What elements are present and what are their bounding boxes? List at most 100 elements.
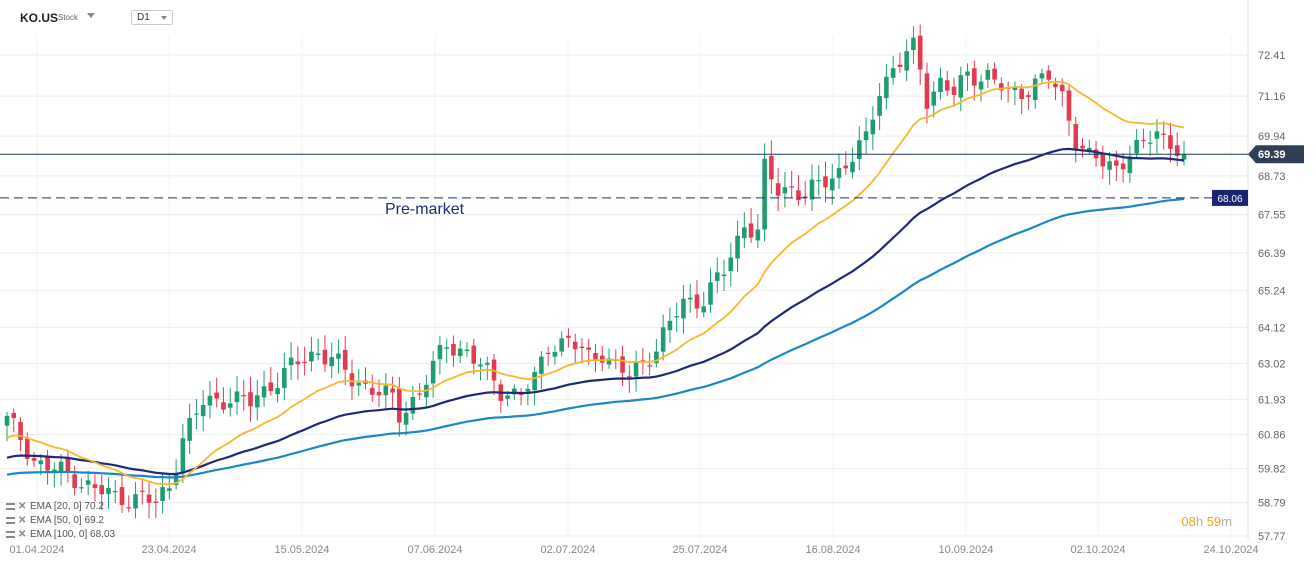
candle-body-150: [1019, 88, 1024, 100]
candle-body-59: [403, 412, 409, 425]
candle-body-28: [194, 413, 199, 415]
candle-body-42: [288, 357, 294, 366]
y-tick-label-12: 58.79: [1258, 497, 1286, 509]
candle-body-129: [877, 96, 882, 116]
candle-body-165: [1120, 163, 1126, 170]
candle-body-141: [958, 75, 964, 98]
candle-body-56: [383, 385, 389, 396]
candle-body-170: [1154, 131, 1160, 139]
candle-body-154: [1046, 70, 1052, 80]
ema-20-label: EMA: [30, 501, 52, 512]
candle-body-118: [802, 196, 808, 198]
candle-body-71: [484, 362, 490, 365]
candle-body-50: [342, 349, 348, 370]
y-tick-label-8: 63.02: [1258, 359, 1286, 371]
candle-body-78: [532, 371, 537, 391]
candle-body-37: [254, 395, 260, 408]
timeframe-chevron-down-icon[interactable]: [161, 16, 167, 20]
candle-body-102: [694, 294, 700, 309]
candle-body-138: [938, 77, 943, 93]
candle-body-112: [762, 158, 767, 230]
ema-50-settings-icon[interactable]: [6, 516, 15, 524]
y-tick-label-9: 61.93: [1258, 394, 1286, 406]
instrument-type-label: Stock: [58, 13, 79, 22]
indicator-legend-ema-50[interactable]: ✕ EMA [50, 0] 69.2: [6, 515, 104, 526]
ema-20-close-icon[interactable]: ✕: [18, 501, 27, 512]
candle-body-75: [512, 388, 517, 395]
candle-body-27: [187, 417, 192, 441]
candle-body-146: [992, 68, 997, 80]
candle-body-103: [701, 306, 707, 313]
ema-20-settings-icon[interactable]: [6, 502, 15, 510]
candle-body-104: [708, 282, 713, 305]
candle-body-17: [119, 487, 125, 506]
indicator-legend-ema-20[interactable]: ✕ EMA [20, 0] 70.2: [6, 501, 104, 512]
ema-20-value: 70.2: [84, 501, 104, 512]
candle-body-11: [79, 487, 84, 489]
candle-body-136: [924, 73, 930, 109]
candle-body-108: [735, 235, 740, 259]
candle-body-100: [681, 298, 686, 319]
candle-body-147: [999, 83, 1004, 91]
y-tick-label-6: 65.24: [1258, 286, 1286, 298]
candle-body-19: [133, 494, 138, 509]
candle-body-43: [295, 361, 301, 365]
candle-body-116: [789, 186, 794, 188]
symbol-label[interactable]: KO.US: [20, 11, 59, 25]
countdown-hours: 08: [1181, 514, 1196, 529]
candle-body-92: [627, 376, 632, 378]
countdown-hours-unit: h: [1195, 514, 1204, 529]
current-price-tag: [1248, 145, 1304, 164]
x-tick-label-5: 25.07.2024: [672, 544, 727, 556]
candle-body-79: [539, 356, 544, 374]
candle-body-12: [85, 480, 91, 485]
countdown-minutes-unit: m: [1221, 514, 1232, 529]
candle-body-111: [755, 229, 761, 241]
ema-100-close-icon[interactable]: ✕: [18, 529, 27, 540]
candle-body-40: [275, 388, 280, 395]
timeframe-select[interactable]: D1: [131, 10, 173, 25]
premarket-tag: [1212, 189, 1248, 206]
candle-body-123: [836, 168, 842, 178]
y-tick-label-1: 71.16: [1258, 91, 1286, 103]
candle-body-24: [167, 488, 172, 491]
indicator-legend-ema-100[interactable]: ✕ EMA [100, 0] 68.03: [6, 529, 115, 540]
candle-body-83: [566, 335, 571, 338]
candle-body-2: [18, 421, 23, 440]
candle-body-89: [606, 358, 612, 365]
y-tick-label-3: 68.73: [1258, 171, 1286, 183]
symbol-dropdown-chevron-down-icon[interactable]: [87, 13, 95, 18]
ema-50-close-icon[interactable]: ✕: [18, 515, 27, 526]
candle-body-110: [748, 223, 754, 238]
candle-body-159: [1080, 145, 1085, 149]
y-tick-label-0: 72.41: [1258, 50, 1286, 62]
candle-body-142: [965, 71, 970, 76]
candle-body-32: [221, 402, 226, 410]
candle-body-67: [457, 348, 463, 357]
premarket-value-label: 68.06: [1217, 194, 1242, 205]
candle-body-124: [843, 165, 849, 169]
candle-body-171: [1161, 133, 1167, 135]
candle-body-16: [112, 491, 118, 493]
x-tick-label-3: 07.06.2024: [407, 544, 462, 556]
candle-body-139: [944, 80, 950, 91]
candle-body-163: [1107, 161, 1112, 170]
candle-body-1: [11, 412, 17, 419]
candle-body-70: [478, 364, 483, 367]
candle-body-106: [721, 274, 727, 277]
x-tick-label-0: 01.04.2024: [9, 544, 64, 556]
candle-body-49: [336, 353, 341, 359]
ema-20-line: [6, 80, 1185, 486]
x-tick-label-1: 23.04.2024: [141, 544, 196, 556]
candle-body-4: [31, 458, 37, 461]
candle-body-3: [24, 437, 30, 459]
candle-body-172: [1168, 135, 1173, 149]
candle-body-35: [241, 395, 247, 397]
ema-100-settings-icon[interactable]: [6, 530, 15, 538]
candle-body-5: [38, 460, 44, 465]
candle-body-57: [390, 388, 395, 393]
candle-body-66: [451, 343, 456, 356]
candle-body-14: [99, 485, 105, 495]
ema-50-label: EMA: [30, 515, 52, 526]
